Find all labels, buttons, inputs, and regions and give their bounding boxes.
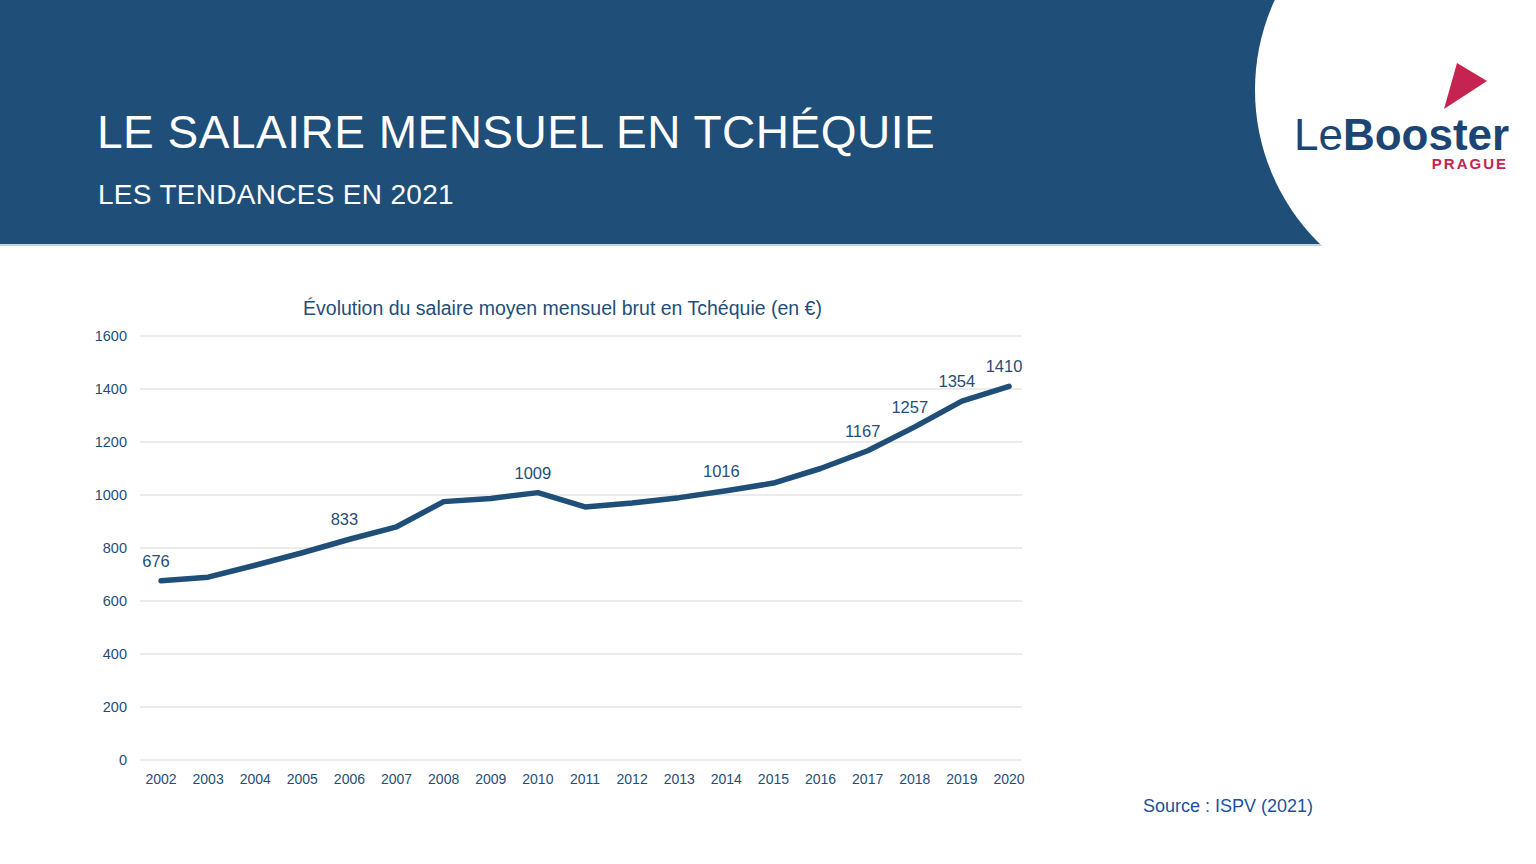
x-tick-label: 2004 (240, 771, 271, 787)
header-bottom-line (0, 244, 1536, 246)
x-tick-label: 2010 (522, 771, 553, 787)
x-tick-label: 2015 (758, 771, 789, 787)
y-tick-label: 1400 (95, 381, 127, 397)
data-point-label: 1354 (939, 372, 976, 390)
y-tick-label: 1000 (95, 487, 127, 503)
logo-wordmark: LeBooster (1294, 110, 1509, 160)
lebooster-logo: LeBooster PRAGUE (1290, 55, 1515, 175)
x-tick-label: 2007 (381, 771, 412, 787)
data-point-label: 1257 (891, 398, 928, 416)
booster-flame-icon (1440, 57, 1492, 113)
slide-title: LE SALAIRE MENSUEL EN TCHÉQUIE (97, 105, 935, 159)
slide: 0 200 400 600 800 1000 1200 1400 1600 2002 2003 200… (0, 0, 1536, 864)
x-tick-label: 2011 (570, 771, 600, 787)
slide-subtitle: LES TENDANCES EN 2021 (98, 179, 454, 211)
data-point-label: 1016 (703, 462, 740, 480)
x-tick-label: 2003 (193, 771, 224, 787)
logo-le: Le (1294, 110, 1343, 159)
y-tick-label: 600 (103, 593, 127, 609)
x-tick-label: 2018 (899, 771, 930, 787)
logo-prague: PRAGUE (1432, 155, 1508, 172)
x-tick-label: 2006 (334, 771, 365, 787)
x-tick-label: 2009 (475, 771, 506, 787)
x-tick-label: 2005 (287, 771, 318, 787)
y-tick-label: 0 (119, 752, 127, 768)
y-tick-label: 1600 (95, 328, 127, 344)
salary-line (161, 386, 1009, 581)
y-tick-label: 400 (103, 646, 127, 662)
data-point-label: 1167 (845, 422, 880, 440)
data-point-label: 1009 (515, 464, 552, 482)
y-tick-label: 800 (103, 540, 127, 556)
logo-booster: Booster (1343, 110, 1509, 159)
x-tick-label: 2019 (946, 771, 977, 787)
y-tick-label: 1200 (95, 434, 127, 450)
x-tick-label: 2020 (993, 771, 1024, 787)
source-note: Source : ISPV (2021) (1143, 796, 1313, 817)
x-tick-label: 2002 (145, 771, 176, 787)
data-point-label: 1410 (986, 357, 1023, 375)
x-tick-label: 2016 (805, 771, 836, 787)
x-tick-label: 2008 (428, 771, 459, 787)
data-point-label: 833 (331, 510, 359, 528)
x-tick-label: 2017 (852, 771, 883, 787)
data-point-label: 676 (142, 552, 170, 570)
chart-title: Évolution du salaire moyen mensuel brut … (140, 297, 985, 320)
header-band: LE SALAIRE MENSUEL EN TCHÉQUIE LES TENDA… (0, 0, 1536, 244)
x-tick-label: 2012 (617, 771, 648, 787)
x-tick-label: 2014 (711, 771, 742, 787)
x-tick-label: 2013 (664, 771, 695, 787)
y-tick-label: 200 (103, 699, 127, 715)
